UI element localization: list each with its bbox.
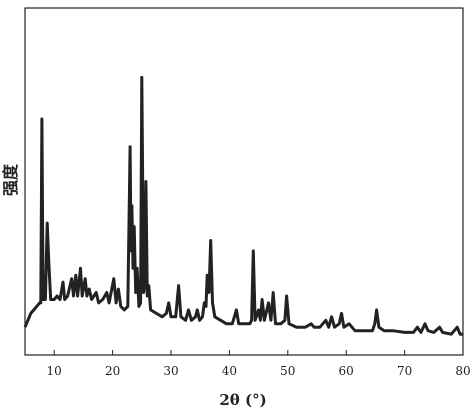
x-tick-label: 50 <box>280 364 295 378</box>
x-tick-label: 80 <box>455 364 470 378</box>
x-tick-label: 10 <box>47 364 62 378</box>
x-tick-label: 70 <box>397 364 412 378</box>
x-tick-label: 30 <box>163 364 178 378</box>
x-tick-label: 60 <box>339 364 354 378</box>
plot-frame <box>24 7 464 356</box>
x-axis-label: 2θ (°) <box>219 391 266 409</box>
x-tick-label: 40 <box>222 364 237 378</box>
y-axis-label: 强度 <box>1 163 20 196</box>
xrd-line <box>23 75 463 336</box>
x-tick-label: 20 <box>105 364 120 378</box>
